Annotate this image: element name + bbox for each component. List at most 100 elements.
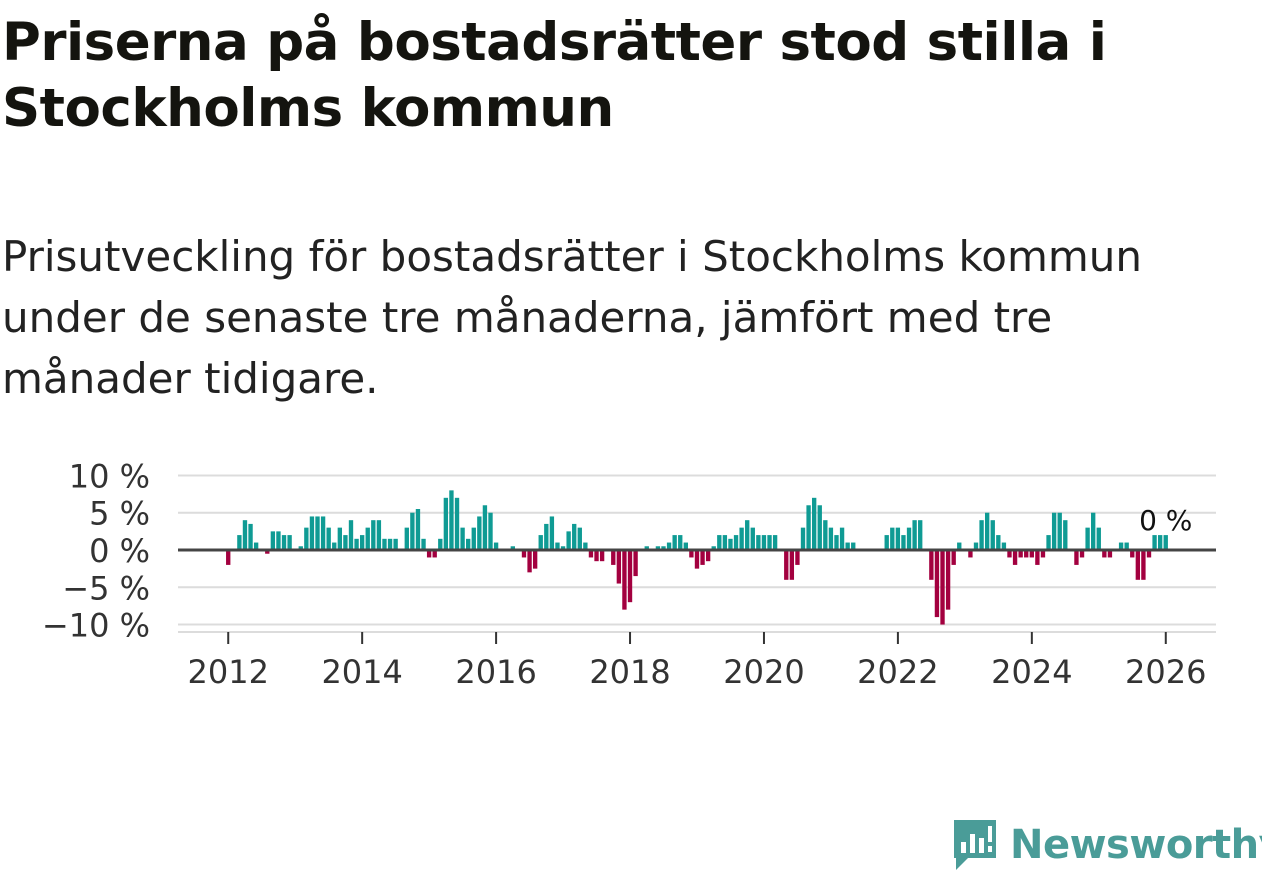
bar-positive	[270, 531, 276, 550]
bar-positive	[717, 535, 722, 550]
bar-positive	[984, 512, 990, 550]
bar-negative	[1107, 550, 1113, 558]
bar-positive	[912, 520, 917, 550]
bar-positive	[471, 527, 476, 550]
bar-negative	[789, 550, 795, 580]
bar-positive	[410, 512, 415, 550]
bar-negative	[705, 550, 711, 562]
bar-positive	[281, 535, 287, 550]
bar-positive	[722, 535, 728, 550]
bar-positive	[454, 497, 460, 550]
bar-positive	[817, 505, 822, 550]
bar-positive	[890, 527, 895, 550]
bar-positive	[443, 497, 449, 550]
bar-positive	[979, 520, 984, 550]
last-value-label: 0 %	[1139, 504, 1192, 537]
bar-positive	[438, 538, 443, 550]
bar-positive	[884, 535, 889, 550]
bar-positive	[683, 542, 688, 550]
bar-positive	[415, 509, 421, 550]
bar-positive	[918, 520, 923, 550]
bar-positive	[466, 538, 471, 550]
bar-positive	[577, 527, 582, 550]
bar-positive	[298, 546, 303, 550]
bar-positive	[393, 538, 398, 550]
bar-negative	[945, 550, 951, 610]
bar-positive	[1085, 527, 1090, 550]
bar-positive	[354, 538, 359, 550]
bar-chart: 10 %5 %0 %−5 %−10 %2012 2014 2016 2018 2020 2…	[42, 457, 1216, 691]
bar-negative	[627, 550, 633, 603]
bar-positive	[309, 516, 315, 550]
bar-negative	[527, 550, 532, 573]
bar-positive	[644, 546, 649, 550]
bar-positive	[315, 516, 320, 550]
bar-positive	[678, 535, 683, 550]
bar-positive	[538, 535, 543, 550]
bar-negative	[1079, 550, 1085, 558]
bar-positive	[672, 535, 677, 550]
bar-positive	[560, 546, 566, 550]
y-tick-label: −5 %	[62, 569, 150, 607]
bar-negative	[968, 550, 973, 558]
bar-negative	[1141, 550, 1146, 580]
bar-negative	[1018, 550, 1023, 558]
bar-positive	[449, 490, 454, 550]
bar-positive	[957, 542, 962, 550]
bar-positive	[566, 531, 571, 550]
bar-negative	[940, 550, 945, 625]
bar-positive	[834, 535, 839, 550]
bar-negative	[616, 550, 622, 584]
bar-negative	[1102, 550, 1107, 558]
bar-negative	[700, 550, 705, 565]
bar-positive	[253, 542, 259, 550]
bar-negative	[1130, 550, 1135, 558]
bar-positive	[242, 520, 248, 550]
x-tick-label: 2018	[589, 653, 670, 691]
bar-positive	[493, 542, 499, 550]
bar-positive	[1063, 520, 1068, 550]
bar-positive	[761, 535, 767, 550]
bar-positive	[772, 535, 778, 550]
bar-positive	[1046, 535, 1051, 550]
bar-positive	[326, 527, 331, 550]
brand-logo: Newsworthy	[950, 818, 1262, 872]
bar-positive	[655, 546, 661, 550]
bar-positive	[488, 512, 493, 550]
bar-negative	[694, 550, 700, 569]
bar-negative	[622, 550, 627, 610]
bar-negative	[784, 550, 789, 580]
bar-negative	[633, 550, 638, 577]
x-tick-label: 2012	[188, 653, 269, 691]
bar-positive	[1118, 542, 1124, 550]
y-tick-label: −10 %	[42, 607, 150, 645]
bar-negative	[951, 550, 956, 565]
bar-positive	[1124, 542, 1129, 550]
bar-positive	[800, 527, 806, 550]
bar-positive	[1057, 512, 1062, 550]
bar-negative	[1035, 550, 1040, 565]
bar-negative	[1029, 550, 1034, 558]
bar-positive	[661, 546, 666, 550]
bar-positive	[767, 535, 772, 550]
bar-negative	[588, 550, 594, 558]
bar-positive	[739, 527, 744, 550]
bar-positive	[895, 527, 901, 550]
bar-positive	[756, 535, 761, 550]
bar-positive	[382, 538, 387, 550]
bar-positive	[404, 527, 409, 550]
newsworthy-logo-icon	[954, 820, 996, 870]
bar-positive	[482, 505, 488, 550]
bar-positive	[287, 535, 292, 550]
bar-negative	[1012, 550, 1018, 565]
bar-negative	[594, 550, 599, 562]
bar-positive	[460, 527, 465, 550]
bar-positive	[973, 542, 979, 550]
bar-positive	[711, 546, 716, 550]
bar-positive	[332, 542, 337, 550]
y-tick-label: 5 %	[89, 495, 150, 533]
bar-negative	[1146, 550, 1152, 558]
bar-negative	[1135, 550, 1141, 580]
chart-subtitle: Prisutveckling för bostadsrätter i Stock…	[2, 232, 1143, 403]
y-tick-label: 0 %	[89, 532, 150, 570]
